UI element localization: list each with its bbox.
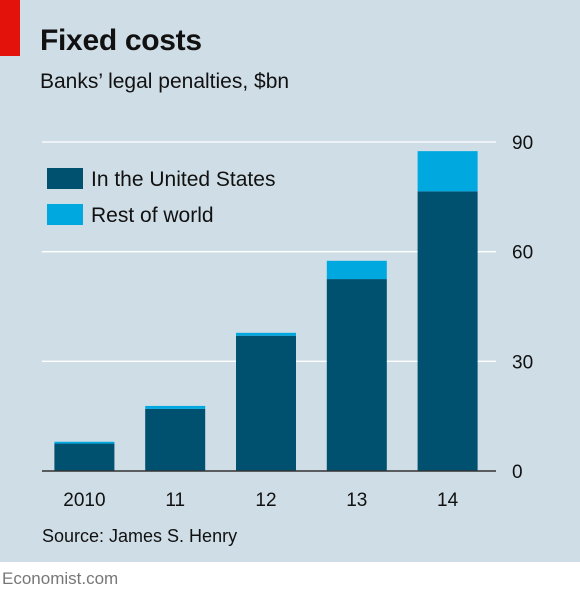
bar-us xyxy=(54,443,115,471)
bar-us xyxy=(145,408,206,471)
x-tick-label: 14 xyxy=(437,490,459,511)
chart-title: Fixed costs xyxy=(40,24,202,57)
x-tick-label: 13 xyxy=(346,490,367,511)
legend-swatch xyxy=(47,204,83,225)
bar-us xyxy=(417,191,478,471)
bar-rest-of-world xyxy=(145,405,206,409)
y-tick-label: 0 xyxy=(512,462,523,483)
y-tick-label: 60 xyxy=(512,243,533,264)
bar-rest-of-world xyxy=(417,151,478,192)
bar-rest-of-world xyxy=(236,332,296,336)
bar-rest-of-world xyxy=(54,441,115,444)
x-tick-label: 2010 xyxy=(63,490,105,511)
x-tick-label: 12 xyxy=(255,490,276,511)
bar-us xyxy=(236,335,296,471)
source-note: Source: James S. Henry xyxy=(42,526,238,546)
y-tick-label: 30 xyxy=(512,352,533,373)
bar-rest-of-world xyxy=(326,260,387,280)
brand-tag xyxy=(0,0,20,56)
bar-chart: 0 30 60 90 2010 11 12 13 14 In the United States R… xyxy=(42,133,533,511)
footer-brand: Economist.com xyxy=(2,569,119,588)
chart-subtitle: Banks’ legal penalties, $bn xyxy=(40,70,290,93)
bar-us xyxy=(326,279,387,471)
y-tick-label: 90 xyxy=(512,133,533,154)
x-tick-label: 11 xyxy=(165,490,185,511)
legend-swatch xyxy=(47,168,83,189)
legend-label: In the United States xyxy=(91,168,275,191)
legend-label: Rest of world xyxy=(91,204,214,227)
